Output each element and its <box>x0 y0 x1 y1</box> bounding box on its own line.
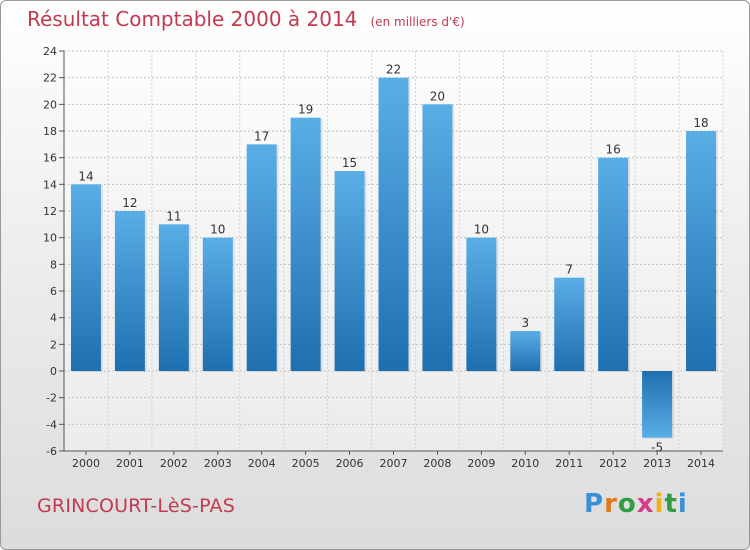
chart-title-row: Résultat Comptable 2000 à 2014 (en milli… <box>27 7 465 31</box>
bar-value-label: -5 <box>651 441 663 455</box>
commune-name: GRINCOURT-LèS-PAS <box>37 495 235 517</box>
chart-subtitle: (en milliers d'€) <box>370 15 465 29</box>
bar-value-label: 22 <box>386 63 401 77</box>
bar <box>114 211 145 371</box>
x-tick-label: 2007 <box>380 457 408 470</box>
bar-value-label: 10 <box>474 223 489 237</box>
y-tick-label: 4 <box>50 312 57 325</box>
y-tick-label: 12 <box>43 205 57 218</box>
y-tick-label: 2 <box>50 338 57 351</box>
bar-value-label: 16 <box>606 143 621 157</box>
bar-value-label: 11 <box>166 209 181 223</box>
x-tick-label: 2005 <box>292 457 320 470</box>
bar <box>686 131 717 371</box>
bar <box>422 104 453 371</box>
bar <box>246 144 277 371</box>
bar <box>466 237 497 371</box>
x-tick-label: 2010 <box>511 457 539 470</box>
bar <box>202 237 233 371</box>
y-tick-label: -6 <box>46 445 57 458</box>
logo-letter: i <box>677 489 688 519</box>
bar-value-label: 12 <box>122 196 137 210</box>
bar <box>334 171 365 371</box>
x-tick-label: 2009 <box>467 457 495 470</box>
bar <box>290 117 321 372</box>
y-tick-label: 22 <box>43 72 57 85</box>
bar-value-label: 7 <box>565 263 573 277</box>
y-tick-label: -2 <box>46 392 57 405</box>
logo-letter: t <box>664 489 678 519</box>
y-tick-label: 8 <box>50 258 57 271</box>
y-tick-label: 16 <box>43 152 57 165</box>
bar <box>510 331 541 371</box>
y-tick-label: 0 <box>50 365 57 378</box>
x-tick-label: 2011 <box>555 457 583 470</box>
bar <box>158 224 189 371</box>
bar <box>378 77 409 372</box>
proxiti-logo: Proxiti <box>584 489 688 519</box>
bar-value-label: 19 <box>298 103 313 117</box>
bar-value-label: 10 <box>210 223 225 237</box>
x-tick-label: 2013 <box>643 457 671 470</box>
bar-value-label: 15 <box>342 156 357 170</box>
logo-letter: o <box>617 489 637 519</box>
y-tick-label: 10 <box>43 232 57 245</box>
bar-value-label: 20 <box>430 89 445 103</box>
x-tick-label: 2008 <box>423 457 451 470</box>
logo-letter: x <box>636 489 655 519</box>
x-tick-label: 2014 <box>687 457 715 470</box>
y-tick-label: 6 <box>50 285 57 298</box>
x-tick-label: 2000 <box>72 457 100 470</box>
y-tick-label: -4 <box>46 418 57 431</box>
chart-title: Résultat Comptable 2000 à 2014 <box>27 7 358 31</box>
bar <box>70 184 101 371</box>
bar-value-label: 17 <box>254 129 269 143</box>
bar <box>642 371 673 438</box>
bar <box>598 157 629 371</box>
y-tick-label: 24 <box>43 45 57 58</box>
x-tick-label: 2012 <box>599 457 627 470</box>
y-tick-label: 18 <box>43 125 57 138</box>
x-tick-label: 2004 <box>248 457 276 470</box>
logo-letter: P <box>584 489 605 519</box>
x-tick-label: 2001 <box>116 457 144 470</box>
bar <box>554 277 585 371</box>
bar-value-label: 3 <box>521 316 529 330</box>
logo-letter: i <box>654 489 665 519</box>
bar-value-label: 14 <box>78 169 93 183</box>
logo-letter: r <box>604 489 618 519</box>
x-tick-label: 2003 <box>204 457 232 470</box>
x-tick-label: 2002 <box>160 457 188 470</box>
y-tick-label: 14 <box>43 178 57 191</box>
y-tick-label: 20 <box>43 98 57 111</box>
x-tick-label: 2006 <box>336 457 364 470</box>
bar-value-label: 18 <box>693 116 708 130</box>
